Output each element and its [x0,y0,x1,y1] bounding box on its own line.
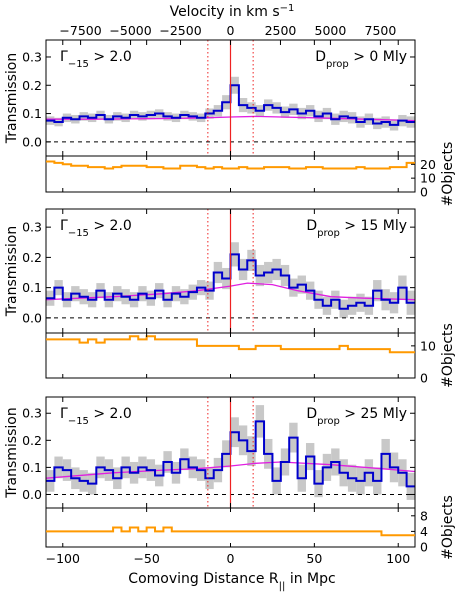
velocity-tick-label: 5000 [315,23,347,38]
objects-tick-label: 20 [420,157,436,172]
objects-tick-label: 4 [420,524,428,539]
y-tick-label: 0.0 [22,487,42,502]
velocity-tick-label: −2500 [159,23,201,38]
distance-axis-title: Comoving Distance R|| in Mpc [128,571,335,592]
objects-axis-title: #Objects [440,495,456,560]
velocity-tick-label: 2500 [265,23,297,38]
distance-axis: −100 −50 0 50 100 [46,551,411,566]
y-tick-label: 0.2 [22,78,42,93]
velocity-tick-label: −7500 [59,23,101,38]
objects-tick-label: 0 [420,540,428,555]
velocity-tick-label: −5000 [109,23,151,38]
y-tick-label: 0.3 [22,49,42,64]
objects-tick-label: 10 [420,171,436,186]
objects-axis-title: #Objects [440,142,456,207]
panel-2: 0.0 0.1 0.2 0.3 0 10 Transmission #Objects Γ−15 … [4,208,456,388]
transmission-plot [46,242,415,319]
objects-line [46,335,415,354]
velocity-axis-title: Velocity in km s−1 [170,3,295,21]
objects-tick-label: 10 [420,338,436,353]
distance-tick-label: 50 [306,551,322,566]
y-tick-label: 0.2 [22,250,42,265]
distance-tick-label: −100 [46,551,80,566]
y-tick-label: 0.2 [22,433,42,448]
gamma-annotation: Γ−15 > 2.0 [60,218,132,239]
dprop-annotation: Dprop > 15 Mly [306,218,407,239]
transmission-axis-title: Transmission [4,407,20,498]
distance-tick-label: 100 [386,551,410,566]
objects-tick-label: 0 [420,185,428,200]
velocity-axis: −7500 −5000 −2500 0 2500 5000 7500 [59,23,396,45]
objects-line [46,526,415,537]
objects-frame [45,332,416,379]
objects-frame [45,507,416,548]
y-tick-label: 0.3 [22,220,42,235]
y-tick-label: 0.1 [22,280,42,295]
velocity-tick-label: 0 [227,23,235,38]
panels: 0.00.10.20.301020Transmission#ObjectsΓ−1… [4,39,456,560]
gamma-annotation: Γ−15 > 2.0 [60,406,132,427]
objects-axis-title: #Objects [440,323,456,388]
y-tick-label: 0.1 [22,106,42,121]
y-tick-label: 0.0 [22,134,42,149]
transmission-axis-title: Transmission [4,226,20,317]
y-tick-label: 0.1 [22,460,42,475]
objects-tick-label: 0 [420,371,428,386]
y-tick-label: 0.3 [22,406,42,421]
gamma-annotation: Γ−15 > 2.0 [60,49,132,70]
objects-line [46,160,415,170]
panel-3: 0.0 0.1 0.2 0.3 048 Transmission #Objects Γ−15 … [4,396,456,560]
velocity-tick-label: 7500 [365,23,397,38]
objects-tick-label: 8 [420,508,428,523]
distance-tick-label: −50 [133,551,159,566]
dprop-annotation: Dprop > 0 Mly [315,49,407,70]
distance-tick-label: 0 [227,551,235,566]
objects-frame [45,155,416,193]
y-tick-label: 0.0 [22,310,42,325]
transmission-axis-title: Transmission [4,53,20,144]
dprop-annotation: Dprop > 25 Mly [306,406,407,427]
